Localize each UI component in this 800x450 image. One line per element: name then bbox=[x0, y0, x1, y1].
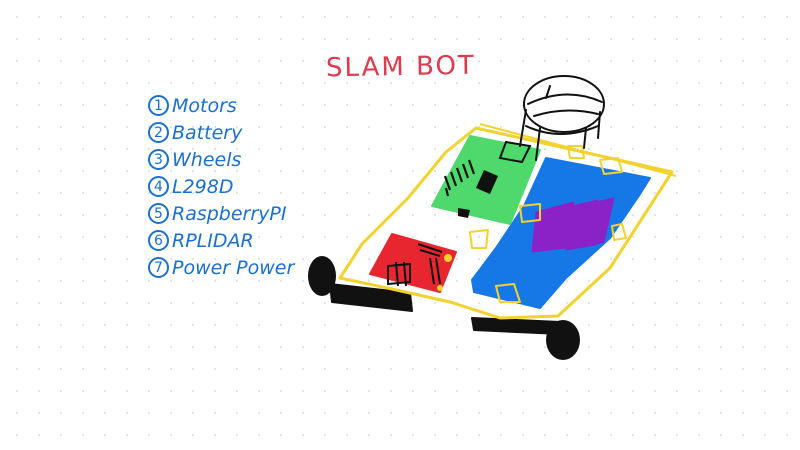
parts-list-item-power: 7 Power Power bbox=[148, 254, 294, 281]
part-label: Battery bbox=[172, 121, 243, 144]
parts-list-item-l298d: 4 L298D bbox=[148, 173, 294, 200]
battery-cells bbox=[531, 197, 615, 253]
part-label: RaspberryPI bbox=[172, 202, 287, 225]
part-label: Wheels bbox=[172, 148, 242, 171]
part-label: Power Power bbox=[172, 256, 295, 279]
parts-list-item-battery: 2 Battery bbox=[148, 119, 294, 146]
parts-list-item-raspberrypi: 5 RaspberryPI bbox=[148, 200, 294, 227]
battery-pack bbox=[471, 157, 651, 309]
part-number-badge: 3 bbox=[148, 149, 169, 170]
rplidar-sensor bbox=[519, 75, 605, 161]
part-label: L298D bbox=[172, 175, 234, 198]
parts-list: 1 Motors 2 Battery 3 Wheels 4 L298D 5 Ra… bbox=[148, 92, 294, 281]
chassis-outline bbox=[338, 126, 674, 320]
part-number-badge: 4 bbox=[148, 176, 169, 197]
wheel-back-left bbox=[308, 256, 413, 312]
part-number-badge: 7 bbox=[148, 257, 169, 278]
part-number-badge: 6 bbox=[148, 230, 169, 251]
battery-clips bbox=[469, 145, 627, 303]
part-label: Motors bbox=[172, 94, 237, 117]
parts-list-item-rplidar: 6 RPLIDAR bbox=[148, 227, 294, 254]
motor-driver-board bbox=[369, 233, 457, 293]
part-label: RPLIDAR bbox=[172, 229, 254, 252]
part-number-badge: 1 bbox=[148, 95, 169, 116]
part-number-badge: 2 bbox=[148, 122, 169, 143]
raspberry-pi-board bbox=[431, 135, 541, 225]
parts-list-item-motors: 1 Motors bbox=[148, 92, 294, 119]
parts-list-item-wheels: 3 Wheels bbox=[148, 146, 294, 173]
part-number-badge: 5 bbox=[148, 203, 169, 224]
wheel-front-right bbox=[471, 317, 580, 360]
